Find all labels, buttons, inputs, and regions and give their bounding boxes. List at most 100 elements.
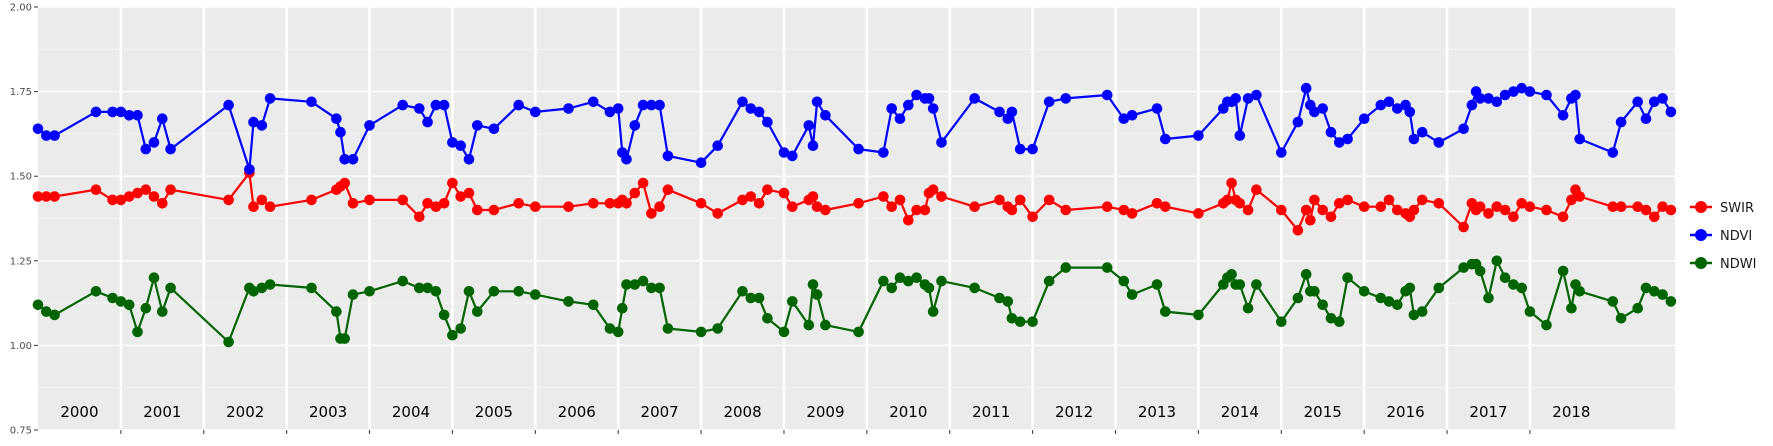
- data-point-swir: [1657, 201, 1668, 212]
- data-point-swir: [107, 194, 118, 206]
- data-point-ndwi: [123, 299, 135, 311]
- data-point-ndvi: [604, 106, 616, 118]
- data-point-swir: [1305, 214, 1316, 226]
- data-point-ndvi: [157, 113, 168, 124]
- data-point-swir: [1242, 204, 1254, 216]
- data-point-ndvi: [1649, 96, 1660, 108]
- data-point-swir: [778, 187, 790, 199]
- data-point-swir: [140, 184, 152, 195]
- data-point-ndwi: [787, 296, 798, 307]
- data-point-ndvi: [1541, 89, 1552, 101]
- data-point-ndwi: [1027, 316, 1038, 328]
- data-point-swir: [1557, 211, 1569, 223]
- data-point-swir: [820, 204, 831, 216]
- data-point-ndvi: [397, 99, 409, 111]
- data-point-ndwi: [811, 289, 823, 300]
- data-point-ndvi: [1466, 99, 1478, 111]
- series-ndwi: [32, 255, 1677, 348]
- data-point-ndvi: [803, 120, 815, 131]
- data-point-ndvi: [1242, 93, 1254, 104]
- data-point-ndwi: [148, 272, 160, 284]
- data-point-swir: [1516, 198, 1527, 209]
- data-point-ndwi: [397, 275, 409, 287]
- y-tick-label: 1.00: [10, 341, 32, 352]
- data-point-ndvi: [1300, 82, 1312, 94]
- data-point-ndvi: [32, 123, 44, 135]
- data-point-swir: [1474, 201, 1486, 212]
- data-point-ndvi: [662, 150, 674, 162]
- data-point-swir: [488, 204, 500, 216]
- data-point-swir: [1433, 198, 1445, 209]
- data-point-swir: [811, 201, 823, 212]
- data-point-ndvi: [472, 120, 483, 131]
- data-point-swir: [90, 184, 102, 195]
- data-point-ndvi: [530, 106, 541, 118]
- data-point-swir: [430, 201, 442, 212]
- legend: SWIR NDVI NDWI: [1690, 201, 1756, 272]
- data-point-ndwi: [629, 279, 641, 290]
- data-point-ndwi: [745, 292, 757, 304]
- data-point-ndwi: [1566, 302, 1577, 314]
- data-point-swir: [927, 184, 939, 195]
- data-point-ndvi: [1458, 123, 1469, 135]
- data-point-swir: [745, 191, 757, 202]
- data-point-ndwi: [1006, 313, 1018, 324]
- data-point-ndvi: [447, 137, 458, 148]
- data-point-ndwi: [157, 306, 168, 317]
- data-point-ndwi: [1317, 299, 1328, 311]
- data-point-ndvi: [1043, 96, 1055, 108]
- data-point-swir: [894, 194, 906, 206]
- data-point-ndvi: [1292, 116, 1304, 128]
- data-point-ndvi: [148, 137, 160, 148]
- data-point-swir: [463, 187, 475, 199]
- data-point-ndwi: [923, 282, 935, 294]
- data-point-ndvi: [1524, 86, 1536, 97]
- data-point-swir: [969, 201, 980, 212]
- data-point-ndwi: [969, 282, 980, 294]
- data-point-swir: [248, 201, 259, 212]
- data-point-ndvi: [223, 99, 234, 111]
- data-point-ndvi: [364, 120, 375, 131]
- data-point-ndvi: [778, 147, 790, 158]
- data-point-ndvi: [737, 96, 748, 108]
- data-point-ndvi: [244, 164, 255, 175]
- data-point-ndvi: [430, 99, 442, 111]
- data-point-ndwi: [1491, 255, 1503, 267]
- data-point-ndvi: [1416, 126, 1428, 138]
- data-point-ndwi: [1632, 302, 1643, 314]
- data-point-ndvi: [1151, 103, 1163, 114]
- data-point-swir: [1027, 211, 1038, 223]
- data-point-ndvi: [1160, 133, 1171, 145]
- data-point-ndvi: [1404, 106, 1416, 118]
- data-point-swir: [1640, 204, 1652, 216]
- year-label: 2009: [806, 403, 844, 421]
- data-point-ndvi: [1615, 116, 1627, 128]
- data-point-swir: [1408, 204, 1420, 216]
- data-point-ndwi: [604, 323, 616, 334]
- data-point-ndwi: [1126, 289, 1138, 300]
- data-point-ndwi: [1392, 299, 1403, 311]
- data-point-ndvi: [90, 106, 102, 118]
- data-point-ndvi: [1392, 103, 1403, 114]
- data-point-ndwi: [1499, 272, 1511, 284]
- data-point-ndvi: [712, 140, 723, 151]
- data-point-swir: [1292, 225, 1304, 236]
- data-point-ndvi: [347, 154, 359, 165]
- data-point-swir: [530, 201, 541, 212]
- data-point-ndwi: [1404, 282, 1416, 294]
- data-point-ndwi: [994, 292, 1005, 304]
- data-point-ndvi: [1574, 133, 1585, 145]
- data-point-swir: [1126, 208, 1138, 219]
- data-point-swir: [1458, 221, 1469, 233]
- data-point-swir: [414, 211, 425, 223]
- data-point-ndwi: [1615, 313, 1627, 324]
- data-point-swir: [472, 204, 483, 216]
- data-point-ndvi: [140, 143, 152, 155]
- data-point-ndwi: [762, 313, 773, 324]
- data-point-ndvi: [1251, 89, 1262, 101]
- data-point-ndwi: [1458, 262, 1469, 273]
- year-labels: 2000 2001 2002 2003 2004 2005 2006 2007 2008 2009…: [60, 403, 1590, 421]
- data-point-ndvi: [463, 154, 475, 165]
- data-point-swir: [1151, 198, 1163, 209]
- data-point-ndvi: [787, 150, 798, 162]
